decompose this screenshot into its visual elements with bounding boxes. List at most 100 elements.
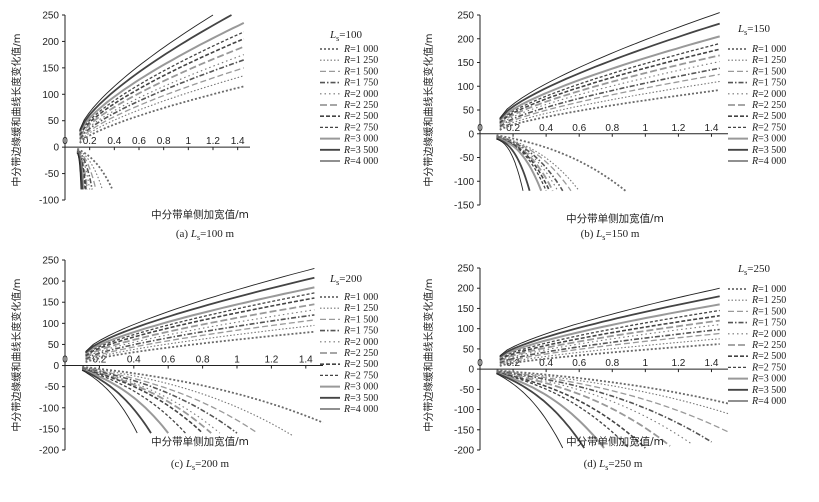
legend-label: R=2 750 <box>751 122 786 133</box>
y-tick-label: 250 <box>457 264 474 275</box>
series-upper-4000 <box>79 14 214 130</box>
x-axis-label: 中分带单侧加宽值/m <box>566 212 664 225</box>
series-upper-3500 <box>499 22 720 120</box>
y-tick-label: 0 <box>53 143 59 154</box>
x-tick-label: 1 <box>234 355 240 366</box>
series-upper-1250 <box>79 75 244 142</box>
y-tick-label: -150 <box>39 424 59 435</box>
y-tick-label: 200 <box>457 284 474 295</box>
panel-caption: (c) Ls=200 m <box>171 458 230 472</box>
series-upper-1250 <box>85 324 315 362</box>
legend-label: R=1 250 <box>343 303 378 314</box>
y-axis-label: 中分带边缘缓和曲线长度变化值/m <box>10 278 23 431</box>
series-lower-2000 <box>496 371 692 445</box>
series-lower-2500 <box>81 368 204 434</box>
x-tick-label: 0 <box>62 136 68 147</box>
series-upper-1500 <box>499 332 720 365</box>
series-lower-3000 <box>496 137 543 192</box>
x-tick-label: 1 <box>643 358 649 369</box>
series-upper-2500 <box>85 297 315 357</box>
y-tick-label: 100 <box>457 324 474 335</box>
legend-label: R=2 000 <box>343 337 378 348</box>
series-upper-1750 <box>499 328 720 364</box>
series-lower-3000 <box>81 368 169 434</box>
y-tick-label: 200 <box>42 277 59 288</box>
series-upper-1250 <box>499 80 720 130</box>
legend-label: R=2 500 <box>343 111 378 122</box>
y-tick-label: -50 <box>460 385 475 396</box>
series-lower-4000 <box>81 369 138 434</box>
legend-label: R=2 000 <box>343 89 378 100</box>
series-lower-4000 <box>77 152 82 190</box>
series-upper-1000 <box>499 89 720 131</box>
series-lower-1000 <box>496 369 729 405</box>
y-tick-label: -200 <box>454 446 474 457</box>
legend-title: Ls=100 <box>329 29 362 43</box>
y-tick-label: 100 <box>42 90 59 101</box>
x-tick-label: 0 <box>62 355 68 366</box>
legend-label: R=2 250 <box>751 340 786 351</box>
legend-label: R=1 000 <box>343 292 378 303</box>
x-tick-label: 0.6 <box>161 355 175 366</box>
x-tick-label: 0.4 <box>127 355 141 366</box>
x-tick-label: 0.8 <box>196 355 210 366</box>
x-tick-label: 1.4 <box>705 358 719 369</box>
y-tick-label: -50 <box>45 382 60 393</box>
legend-label: R=3 000 <box>751 134 786 145</box>
legend-label: R=4 000 <box>751 396 786 407</box>
y-tick-label: -100 <box>39 196 59 207</box>
legend-title: Ls=250 <box>737 263 770 277</box>
y-tick-label: 200 <box>42 37 59 48</box>
x-tick-label: 1.4 <box>299 355 313 366</box>
series-upper-1000 <box>85 330 315 364</box>
legend-title: Ls=150 <box>737 23 770 37</box>
series-upper-2750 <box>499 309 720 360</box>
series-upper-1500 <box>499 73 720 129</box>
legend-label: R=4 000 <box>343 404 378 415</box>
y-tick-label: 50 <box>463 106 475 117</box>
y-tick-label: -150 <box>454 425 474 436</box>
legend-label: R=2 500 <box>343 359 378 370</box>
legend-label: R=1 250 <box>751 55 786 66</box>
legend-label: R=1 750 <box>751 318 786 329</box>
y-axis-label: 中分带边缘缓和曲线长度变化值/m <box>422 33 435 186</box>
y-tick-label: 100 <box>42 319 59 330</box>
y-tick-label: 50 <box>48 116 60 127</box>
series-upper-2500 <box>499 48 720 124</box>
y-tick-label: 150 <box>42 298 59 309</box>
x-tick-label: 1 <box>643 123 649 134</box>
legend-label: R=4 000 <box>751 156 786 167</box>
x-tick-label: 1.4 <box>231 136 245 147</box>
series-upper-2000 <box>85 309 315 359</box>
x-tick-label: 0.6 <box>132 136 146 147</box>
y-tick-label: 200 <box>457 34 474 45</box>
series-lower-1250 <box>77 148 103 189</box>
legend-label: R=3 000 <box>751 374 786 385</box>
x-tick-label: 1.4 <box>705 123 719 134</box>
legend-label: R=2 750 <box>751 362 786 373</box>
series-lower-1000 <box>76 147 113 189</box>
legend-label: R=2 750 <box>343 370 378 381</box>
legend-label: R=3 500 <box>751 385 786 396</box>
legend-label: R=1 500 <box>343 314 378 325</box>
series-lower-2250 <box>81 367 212 434</box>
series-upper-2500 <box>79 38 245 136</box>
legend-label: R=3 000 <box>343 134 378 145</box>
x-tick-label: 1.2 <box>671 123 685 134</box>
series-upper-1750 <box>85 314 315 360</box>
series-upper-1750 <box>79 59 245 140</box>
legend-label: R=3 500 <box>751 145 786 156</box>
x-tick-label: 0.2 <box>83 136 97 147</box>
series-lower-2750 <box>81 368 186 434</box>
series-upper-3000 <box>78 22 245 133</box>
series-lower-1750 <box>496 370 712 443</box>
y-tick-label: 150 <box>42 63 59 74</box>
y-tick-label: 0 <box>53 361 59 372</box>
y-tick-label: -100 <box>454 405 474 416</box>
legend-label: R=3 500 <box>343 393 378 404</box>
series-lower-2250 <box>496 371 671 447</box>
series-upper-3000 <box>499 303 720 359</box>
series-upper-4000 <box>85 267 315 352</box>
